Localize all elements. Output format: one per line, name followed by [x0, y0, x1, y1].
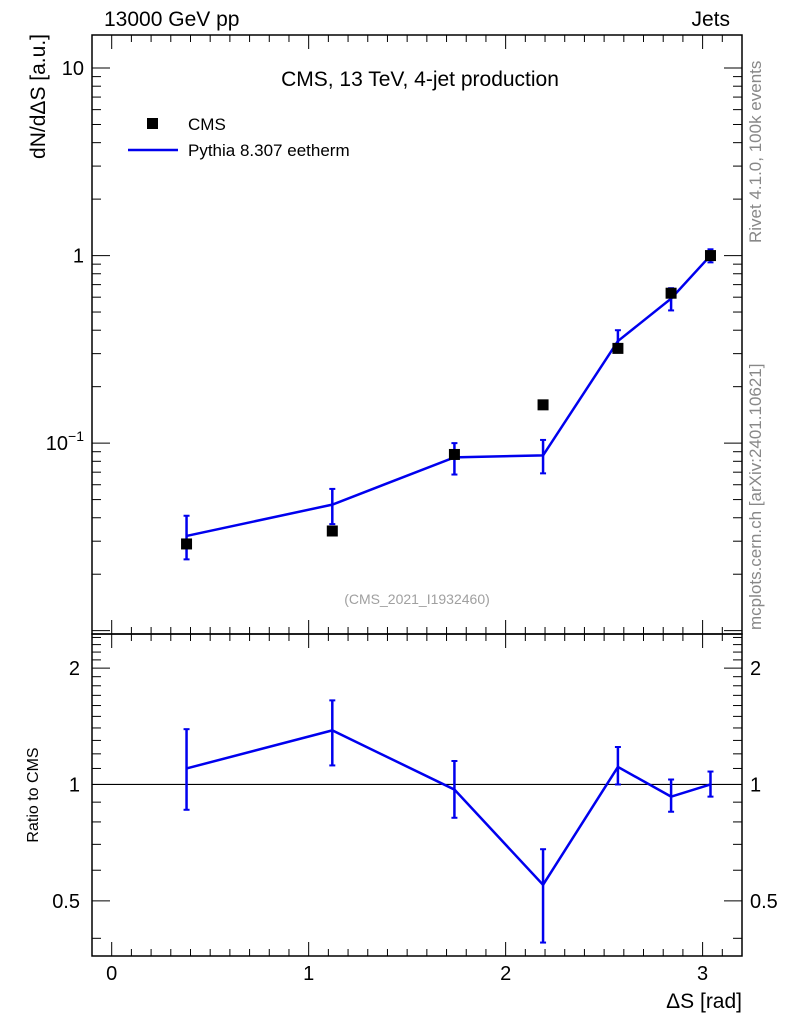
- legend-label-cms: CMS: [188, 115, 226, 134]
- y-tick-label-right: 1: [750, 774, 761, 796]
- y-axis-title: dN/dΔS [a.u.]: [27, 34, 50, 159]
- x-axis-title: ΔS [rad]: [666, 990, 742, 1013]
- legend-label-pythia: Pythia 8.307 eetherm: [188, 141, 350, 160]
- x-tick-label: 1: [303, 963, 314, 985]
- y-tick-label: 1: [73, 246, 84, 268]
- x-tick-label: 2: [500, 963, 511, 985]
- y-tick-label-right: 0.5: [750, 891, 778, 913]
- pythia-line: [186, 254, 712, 538]
- x-tick-label: 3: [697, 963, 708, 985]
- y-tick-label: 2: [69, 658, 80, 680]
- cms-data-point: [612, 342, 624, 354]
- y-tick-label: 10−1: [46, 428, 84, 455]
- chart-title: CMS, 13 TeV, 4-jet production: [281, 68, 559, 91]
- y-tick-label: 10: [62, 58, 84, 80]
- analysis-tag: (CMS_2021_I1932460): [344, 591, 490, 607]
- y-tick-label-right: 2: [750, 658, 761, 680]
- ratio-panel-frame: [91, 633, 743, 957]
- y-tick-label: 1: [69, 774, 80, 796]
- ratio-line: [186, 729, 711, 887]
- cms-data-point: [537, 399, 549, 411]
- legend-marker-cms: [147, 118, 158, 129]
- cms-data-point: [326, 525, 338, 537]
- cms-data-point: [665, 287, 677, 299]
- x-tick-label: 0: [106, 963, 117, 985]
- energy-label: 13000 GeV pp: [104, 8, 240, 31]
- category-label: Jets: [691, 8, 730, 31]
- cms-data-point: [181, 538, 193, 550]
- ratio-axis-title: Ratio to CMS: [25, 747, 42, 842]
- cms-data-point: [448, 448, 460, 460]
- cms-data-point: [704, 250, 716, 262]
- y-tick-label: 0.5: [52, 891, 80, 913]
